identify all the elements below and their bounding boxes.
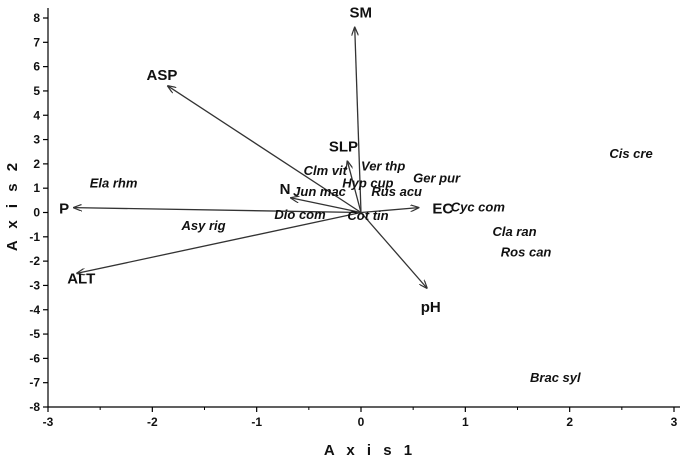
y-tick-label: -2: [29, 254, 40, 268]
y-tick-label: 4: [33, 108, 40, 122]
x-tick-label: 3: [671, 415, 678, 429]
species-label: Cis cre: [609, 146, 652, 161]
species-label: Ver thp: [361, 158, 405, 173]
vector-arrow-asp: [168, 86, 362, 214]
y-axis-title: A x i s 2: [4, 159, 21, 251]
vector-label-slp: SLP: [329, 138, 358, 155]
species-label: Cyc com: [451, 200, 506, 215]
species-label: Asy rig: [181, 218, 226, 233]
x-tick-label: -1: [251, 415, 262, 429]
y-tick-label: 7: [33, 35, 40, 49]
axes: [47, 8, 680, 408]
x-axis-title: A x i s 1: [324, 442, 416, 459]
species-label: Brac syl: [530, 370, 581, 385]
y-tick-label: 2: [33, 157, 40, 171]
vector-label-asp: ASP: [147, 67, 178, 84]
y-tick-label: -8: [29, 400, 40, 414]
vector-label-ph: pH: [421, 299, 441, 316]
y-tick-label: 1: [33, 181, 40, 195]
species-label: Rus acu: [371, 184, 422, 199]
species-label: Cot tin: [347, 208, 388, 223]
species-label: Clm vit: [304, 163, 348, 178]
vector-arrow-sm: [355, 28, 362, 213]
y-tick-label: -5: [29, 327, 40, 341]
vector-arrow-slp: [347, 161, 362, 213]
y-tick-label: 3: [33, 133, 40, 147]
vector-label-p: P: [59, 201, 69, 218]
y-tick-label: 8: [33, 11, 40, 25]
vector-arrow-p: [74, 208, 362, 214]
x-tick-label: -2: [147, 415, 158, 429]
y-tick-label: -4: [29, 303, 40, 317]
x-tick-label: -3: [43, 415, 54, 429]
y-tick-label: -3: [29, 278, 40, 292]
x-tick-label: 2: [566, 415, 573, 429]
vector-label-ec: EC: [432, 201, 453, 218]
y-tick-label: 5: [33, 84, 40, 98]
vector-arrow-alt: [77, 211, 362, 274]
y-tick-label: 0: [33, 206, 40, 220]
species-labels: Cis cre Ela rhm Clm vit Ver thp Ger pur Hyp c…: [90, 146, 653, 385]
y-tick-label: -1: [29, 230, 40, 244]
species-label: Dio com: [274, 207, 326, 222]
vector-arrow-n: [291, 198, 362, 214]
x-tick-label: 0: [358, 415, 365, 429]
y-tick-label: -7: [29, 376, 40, 390]
vector-arrow-ec: [360, 208, 418, 214]
vector-label-n: N: [280, 181, 291, 198]
ticks: -3 -2 -1 0 1 2 3 8 7 6 5 4 3 2 1 0 -1 -2 -3 -4 -5 -6 -7 -8: [29, 11, 677, 429]
environmental-vectors: SM ASP SLP N P EC ALT pH: [59, 5, 453, 316]
vector-label-sm: SM: [349, 5, 372, 22]
species-label: Ros can: [501, 245, 552, 260]
y-tick-label: -6: [29, 351, 40, 365]
species-label: Ger pur: [413, 170, 461, 185]
species-label: Cla ran: [492, 224, 536, 239]
vector-label-alt: ALT: [67, 270, 95, 287]
vector-arrow-ph: [360, 212, 427, 288]
species-label: Ela rhm: [90, 175, 138, 190]
species-label: Hyp cup: [342, 175, 393, 190]
x-tick-label: 1: [462, 415, 469, 429]
species-label: Jun mac: [293, 184, 347, 199]
y-tick-label: 6: [33, 60, 40, 74]
